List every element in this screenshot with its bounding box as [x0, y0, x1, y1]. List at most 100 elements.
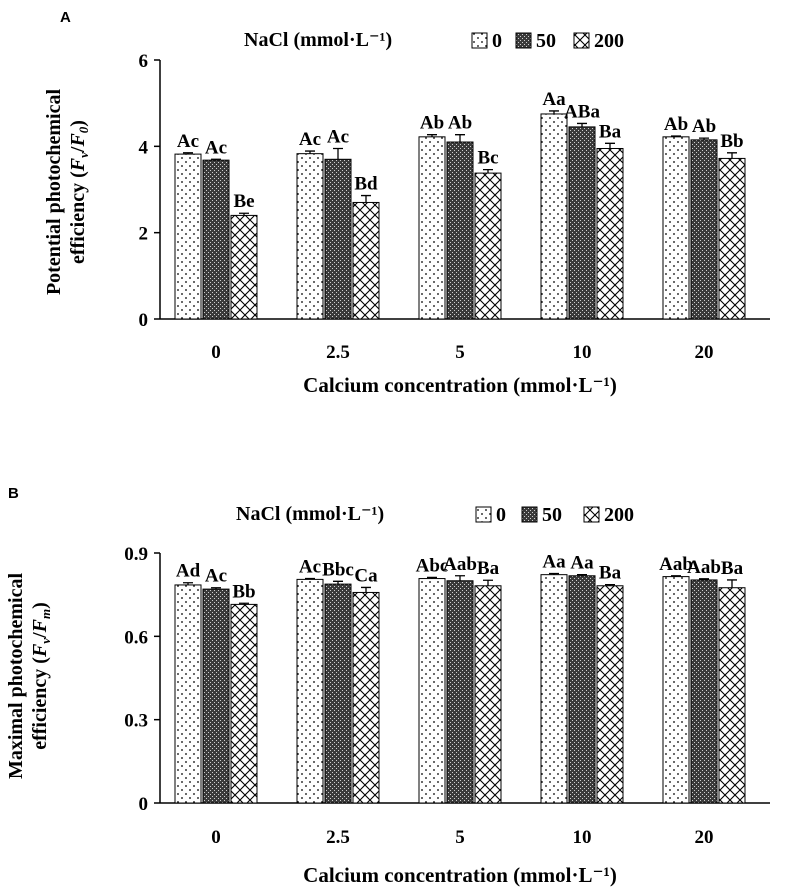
panel-letter-a: A	[60, 9, 71, 26]
x-tick-label: 20	[695, 827, 714, 848]
bar-significance-label: Aa	[542, 552, 566, 573]
y-axis-title: Maximal photochemical efficiency (Fv/Fm)	[5, 573, 53, 780]
bar-significance-label: Aab	[659, 554, 693, 575]
error-bar	[699, 137, 709, 140]
bar-significance-label: Aab	[687, 557, 721, 578]
bar-significance-label: Be	[233, 191, 254, 212]
bar-significance-label: Ab	[420, 113, 444, 134]
error-bar	[727, 579, 737, 588]
bar	[230, 214, 258, 320]
bar-significance-label: Ab	[664, 114, 688, 135]
bar	[596, 585, 624, 804]
legend-title: NaCl (mmol·L⁻¹)	[244, 29, 392, 51]
y-tick-label: 2	[139, 224, 149, 245]
legend-label-0: 0	[492, 30, 502, 52]
bar-significance-label: Ac	[205, 137, 227, 158]
x-tick-label: 2.5	[326, 342, 350, 363]
x-tick-label: 5	[455, 342, 465, 363]
bar	[718, 157, 746, 320]
legend-label-1: 50	[542, 504, 562, 526]
bar-significance-label: ABa	[564, 101, 600, 122]
error-bar	[549, 110, 559, 114]
legend-swatch-0	[471, 32, 488, 49]
error-bar	[183, 582, 193, 585]
error-bar	[333, 580, 343, 585]
bar	[690, 139, 718, 320]
bar-significance-label: Ad	[176, 561, 201, 582]
error-bar	[671, 575, 681, 577]
bar-significance-label: Aa	[570, 553, 594, 574]
bar	[474, 172, 502, 320]
bar	[540, 574, 568, 804]
bar	[446, 141, 474, 320]
bar	[324, 158, 352, 320]
error-bar	[305, 577, 315, 580]
bar-significance-label: Aa	[542, 89, 566, 110]
bar-significance-label: Ac	[299, 557, 321, 578]
bar	[352, 591, 380, 804]
y-tick-label: 0.9	[124, 544, 148, 565]
panel-letter-b: B	[8, 485, 19, 502]
bar-significance-label: Ba	[599, 563, 622, 584]
legend-label-1: 50	[536, 30, 556, 52]
error-bar	[239, 602, 249, 605]
bar	[718, 587, 746, 804]
bar-significance-label: Ab	[692, 116, 716, 137]
legend-label-2: 200	[604, 504, 634, 526]
bar	[296, 153, 324, 320]
bar	[324, 583, 352, 804]
x-tick-label: 2.5	[326, 827, 350, 848]
bar-significance-label: Ac	[327, 126, 349, 147]
x-tick-label: 20	[695, 342, 714, 363]
y-tick-label: 0.3	[124, 711, 148, 732]
error-bar	[239, 212, 249, 216]
y-axis-title-line1: Maximal photochemical	[5, 573, 27, 780]
error-bar	[483, 168, 493, 174]
error-bar	[605, 584, 615, 586]
y-tick-labels: 0 2 4 6	[139, 51, 149, 331]
bar	[230, 603, 258, 804]
error-bar	[727, 152, 737, 159]
bar-significance-label: Ab	[448, 113, 472, 134]
legend-title: NaCl (mmol·L⁻¹)	[236, 503, 384, 525]
x-tick-label: 5	[455, 827, 465, 848]
legend-swatch-1	[515, 32, 532, 49]
x-axis-title: Calcium concentration (mmol·L⁻¹)	[303, 863, 617, 887]
legend-swatch-0	[475, 506, 492, 523]
x-axis-title: Calcium concentration (mmol·L⁻¹)	[303, 373, 617, 397]
legend: NaCl (mmol·L⁻¹) 0 50 200	[244, 29, 624, 52]
bar-significance-label: Ac	[177, 131, 199, 152]
bar	[568, 126, 596, 320]
legend-swatch-2	[583, 506, 600, 523]
legend-swatch-2	[573, 32, 590, 49]
bar-significance-label: Ac	[299, 129, 321, 150]
y-axis-title-line2: efficiency (Fv/F0)	[67, 120, 91, 264]
panel-a: A NaCl (mmol·L⁻¹) 0 50 200 Potential pho…	[43, 9, 770, 397]
bar	[352, 201, 380, 320]
error-bar	[305, 150, 315, 154]
y-tick-labels: 0 0.3 0.6 0.9	[124, 544, 148, 815]
bar-significance-label: Aab	[443, 554, 477, 575]
error-bar	[427, 134, 437, 137]
y-tick-label: 4	[139, 137, 149, 158]
bar	[174, 153, 202, 320]
error-bar	[211, 158, 221, 161]
bar-significance-label: Bc	[477, 148, 498, 169]
bar	[202, 159, 230, 320]
error-bar	[605, 142, 615, 149]
error-bar	[183, 152, 193, 155]
y-tick-label: 6	[139, 51, 149, 72]
bar	[690, 579, 718, 804]
x-tick-label: 0	[211, 827, 221, 848]
error-bar	[549, 572, 559, 575]
bar	[662, 576, 690, 804]
x-tick-label: 0	[211, 342, 221, 363]
bar	[662, 136, 690, 320]
bar-significance-label: Bb	[720, 131, 743, 152]
bar-significance-label: Bbc	[322, 559, 354, 580]
error-bar	[577, 122, 587, 127]
bar	[418, 578, 446, 804]
error-bar	[427, 576, 437, 579]
